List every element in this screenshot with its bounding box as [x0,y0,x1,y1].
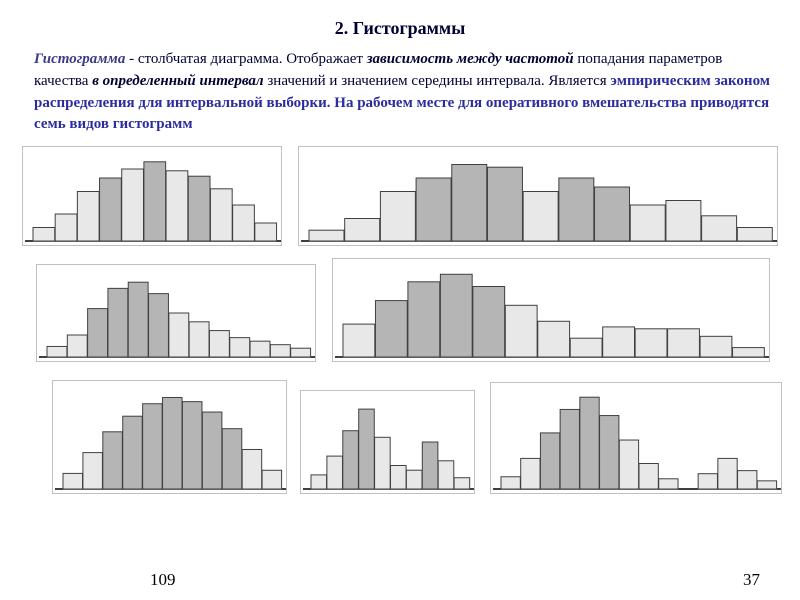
histogram-h2 [298,146,778,246]
histogram-h7 [490,382,782,494]
page-number-left: 109 [150,570,176,590]
histogram-h1 [22,146,282,246]
term: Гистограмма [34,51,125,67]
histogram-h3 [36,264,316,362]
page-number-right: 37 [743,570,760,590]
bold-1: зависимость между частотой [367,51,574,67]
text-part-3: значений и значением середины интервала.… [264,73,611,89]
text-part-1: - столбчатая диаграмма. Отображает [125,51,366,67]
page-title: 2. Гистограммы [0,0,800,49]
definition-text: Гистограмма - столбчатая диаграмма. Отоб… [0,49,800,146]
histogram-h5 [52,380,287,494]
histograms-container [0,146,800,526]
histogram-h4 [332,258,770,362]
bold-2: в определенный интервал [92,73,263,89]
histogram-h6 [300,390,475,494]
